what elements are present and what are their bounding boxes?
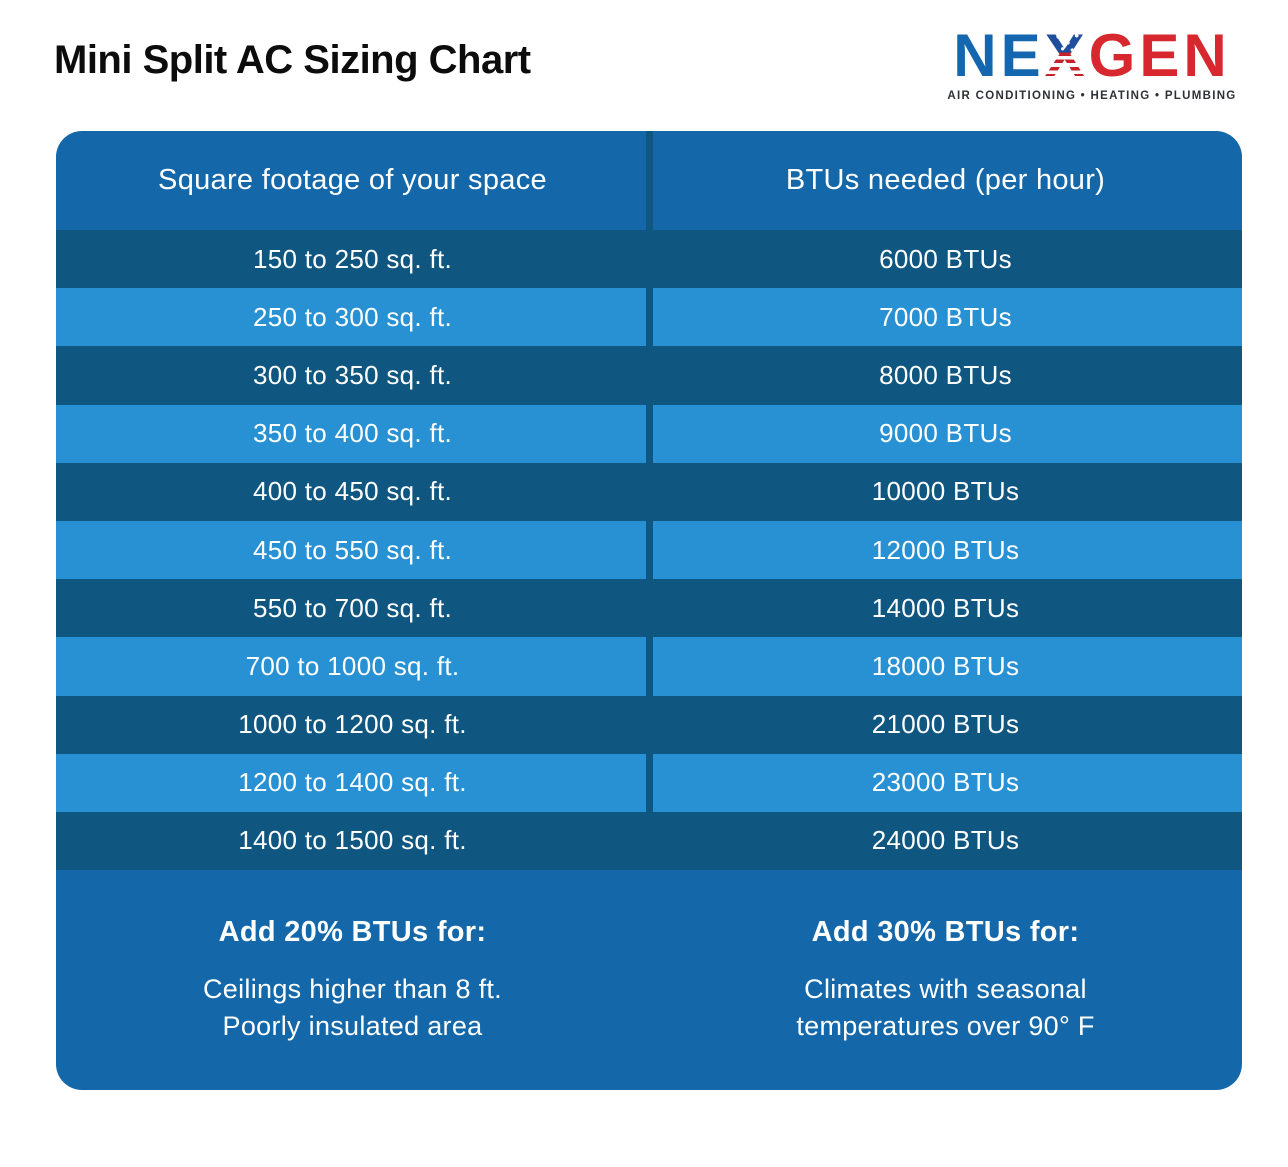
sizing-chart-table: Square footage of your space BTUs needed… — [56, 131, 1242, 1090]
note-heading: Add 30% BTUs for: — [811, 916, 1080, 948]
table-row: 400 to 450 sq. ft. 10000 BTUs — [56, 462, 1242, 521]
sqft-cell: 300 to 350 sq. ft. — [252, 359, 453, 390]
table-row: 450 to 550 sq. ft. 12000 BTUs — [56, 520, 1242, 580]
logo-tagline: AIR CONDITIONING • HEATING • PLUMBING — [947, 90, 1237, 102]
table-row: 150 to 250 sq. ft. 6000 BTUs — [56, 230, 1242, 289]
header-sqft-column: Square footage of your space — [158, 164, 547, 196]
header-btu-column: BTUs needed (per hour) — [785, 164, 1106, 196]
logo-flag-x-icon: X — [1044, 22, 1089, 89]
btu-cell: 21000 BTUs — [871, 709, 1020, 740]
note-line: Ceilings higher than 8 ft. — [203, 974, 502, 1004]
column-divider — [645, 404, 653, 463]
sqft-cell: 1400 to 1500 sq. ft. — [238, 825, 467, 856]
table-body: 150 to 250 sq. ft. 6000 BTUs 250 to 300 … — [56, 230, 1242, 871]
table-header-row: Square footage of your space BTUs needed… — [56, 131, 1242, 230]
table-row: 300 to 350 sq. ft. 8000 BTUs — [56, 346, 1242, 405]
note-add-20-percent: Add 20% BTUs for: Ceilings higher than 8… — [56, 870, 649, 1090]
table-row: 700 to 1000 sq. ft. 18000 BTUs — [56, 637, 1242, 696]
note-line: temperatures over 90° F — [796, 1011, 1095, 1041]
page-title: Mini Split AC Sizing Chart — [54, 38, 531, 82]
table-footer-notes: Add 20% BTUs for: Ceilings higher than 8… — [56, 870, 1242, 1090]
btu-cell: 23000 BTUs — [871, 767, 1020, 798]
btu-cell: 9000 BTUs — [879, 418, 1012, 449]
column-divider — [645, 637, 653, 696]
btu-cell: 7000 BTUs — [879, 301, 1012, 332]
column-divider — [645, 288, 653, 347]
btu-cell: 14000 BTUs — [871, 592, 1020, 623]
sqft-cell: 250 to 300 sq. ft. — [252, 301, 453, 332]
btu-cell: 6000 BTUs — [879, 243, 1012, 274]
table-row: 250 to 300 sq. ft. 7000 BTUs — [56, 288, 1242, 347]
note-body: Climates with seasonal temperatures over… — [649, 971, 1242, 1045]
sqft-cell: 1200 to 1400 sq. ft. — [238, 767, 467, 798]
table-row: 1400 to 1500 sq. ft. 24000 BTUs — [56, 811, 1242, 871]
column-divider — [645, 753, 653, 812]
sqft-cell: 1000 to 1200 sq. ft. — [238, 709, 467, 740]
column-divider — [645, 131, 653, 230]
sqft-cell: 550 to 700 sq. ft. — [252, 592, 453, 623]
btu-cell: 18000 BTUs — [871, 650, 1020, 681]
note-line: Poorly insulated area — [222, 1011, 483, 1041]
btu-cell: 10000 BTUs — [871, 476, 1020, 507]
sqft-cell: 700 to 1000 sq. ft. — [245, 650, 460, 681]
logo-text-gen: GEN — [1088, 22, 1231, 89]
table-row: 550 to 700 sq. ft. 14000 BTUs — [56, 579, 1242, 638]
sqft-cell: 150 to 250 sq. ft. — [252, 243, 453, 274]
note-add-30-percent: Add 30% BTUs for: Climates with seasonal… — [649, 870, 1242, 1090]
note-line: Climates with seasonal — [804, 974, 1087, 1004]
btu-cell: 8000 BTUs — [879, 359, 1012, 390]
note-heading: Add 20% BTUs for: — [218, 916, 487, 948]
btu-cell: 24000 BTUs — [871, 825, 1020, 856]
sqft-cell: 450 to 550 sq. ft. — [252, 534, 453, 565]
table-row: 1200 to 1400 sq. ft. 23000 BTUs — [56, 753, 1242, 812]
logo-text-ne: NE — [953, 22, 1045, 89]
sqft-cell: 400 to 450 sq. ft. — [252, 476, 453, 507]
nexgen-logo: NE X GEN AIR CONDITIONING • HEATING • PLUM… — [942, 26, 1242, 103]
sqft-cell: 350 to 400 sq. ft. — [252, 418, 453, 449]
table-row: 1000 to 1200 sq. ft. 21000 BTUs — [56, 695, 1242, 754]
nexgen-wordmark: NE X GEN — [942, 26, 1242, 86]
btu-cell: 12000 BTUs — [871, 534, 1020, 565]
note-body: Ceilings higher than 8 ft. Poorly insula… — [56, 971, 649, 1045]
column-divider — [645, 520, 653, 580]
table-row: 350 to 400 sq. ft. 9000 BTUs — [56, 404, 1242, 463]
